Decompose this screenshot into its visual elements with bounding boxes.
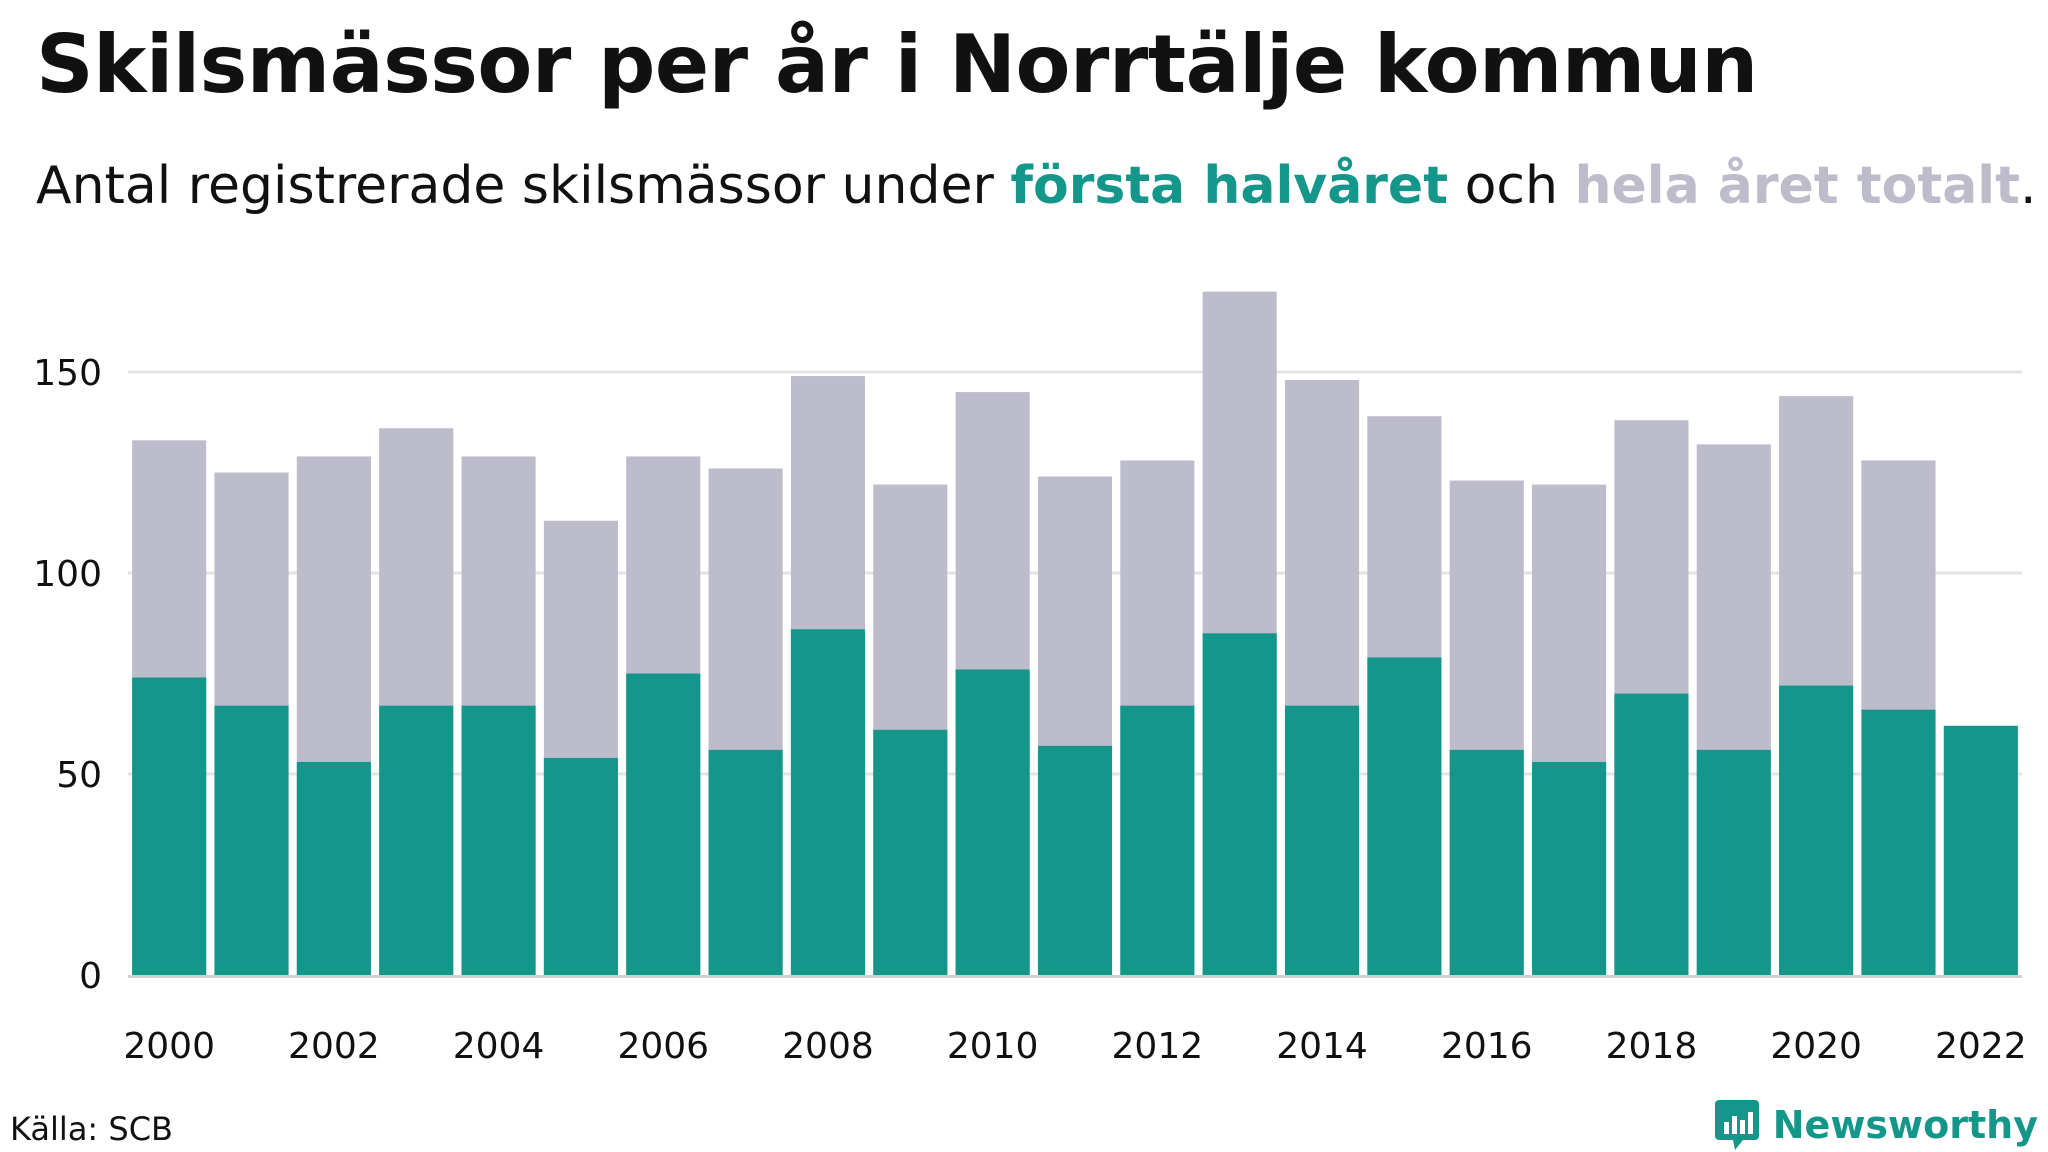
bars-first-half [132,629,2018,975]
y-axis-labels: 0 50 100 150 [33,353,102,997]
x-tick-label: 2000 [123,1026,215,1067]
bar-first-half-2022 [1943,725,2018,975]
brand-name: Newsworthy [1772,1103,2038,1147]
bar-first-half-2016 [1449,749,1524,975]
source-label: Källa: SCB [10,1110,173,1148]
bar-first-half-2004 [461,705,536,975]
x-tick-label: 2008 [782,1026,874,1067]
bar-first-half-2000 [132,677,207,975]
bar-first-half-2010 [955,669,1030,975]
bar-first-half-2005 [543,757,618,975]
chart-subtitle: Antal registrerade skilsmässor under för… [36,156,2037,216]
x-tick-label: 2004 [453,1026,545,1067]
bar-first-half-2001 [214,705,289,975]
bar-first-half-2012 [1120,705,1195,975]
bar-first-half-2020 [1779,685,1854,975]
y-tick-label: 0 [79,956,102,997]
bar-first-half-2018 [1614,693,1689,975]
legend-first-half: första halvåret [1010,156,1449,216]
bar-first-half-2009 [873,729,948,975]
bar-first-half-2013 [1202,633,1277,975]
x-tick-label: 2012 [1112,1026,1204,1067]
legend-full-year: hela året totalt [1574,156,2020,216]
bar-first-half-2019 [1696,749,1771,975]
bar-first-half-2015 [1367,657,1442,975]
x-tick-label: 2022 [1935,1026,2027,1067]
bar-first-half-2006 [626,673,701,975]
x-tick-label: 2014 [1276,1026,1368,1067]
subtitle-mid: och [1448,156,1575,216]
x-tick-label: 2020 [1770,1026,1862,1067]
bar-first-half-2002 [296,761,371,975]
x-tick-label: 2010 [947,1026,1039,1067]
x-tick-label: 2018 [1606,1026,1698,1067]
x-tick-label: 2002 [288,1026,380,1067]
y-tick-label: 50 [56,755,102,796]
y-tick-label: 100 [33,554,102,595]
bar-first-half-2014 [1284,705,1360,975]
x-axis-labels: 2000 2002 2004 2006 2008 2010 2012 2014 2016 2018… [123,1026,2026,1067]
subtitle-prefix: Antal registrerade skilsmässor under [36,156,1011,216]
bar-first-half-2021 [1861,709,1936,975]
newsworthy-logo-icon [1714,1100,1759,1150]
subtitle-suffix: . [2019,156,2037,216]
bar-first-half-2017 [1532,761,1607,975]
y-tick-label: 150 [33,353,102,394]
bar-first-half-2007 [708,749,783,975]
x-tick-label: 2016 [1441,1026,1533,1067]
bar-first-half-2011 [1037,745,1113,975]
chart-title: Skilsmässor per år i Norrtälje kommun [36,18,1758,111]
bar-first-half-2008 [790,629,866,975]
x-tick-label: 2006 [617,1026,709,1067]
brand-logo: Newsworthy [1713,1098,2038,1152]
bar-first-half-2003 [379,705,454,975]
